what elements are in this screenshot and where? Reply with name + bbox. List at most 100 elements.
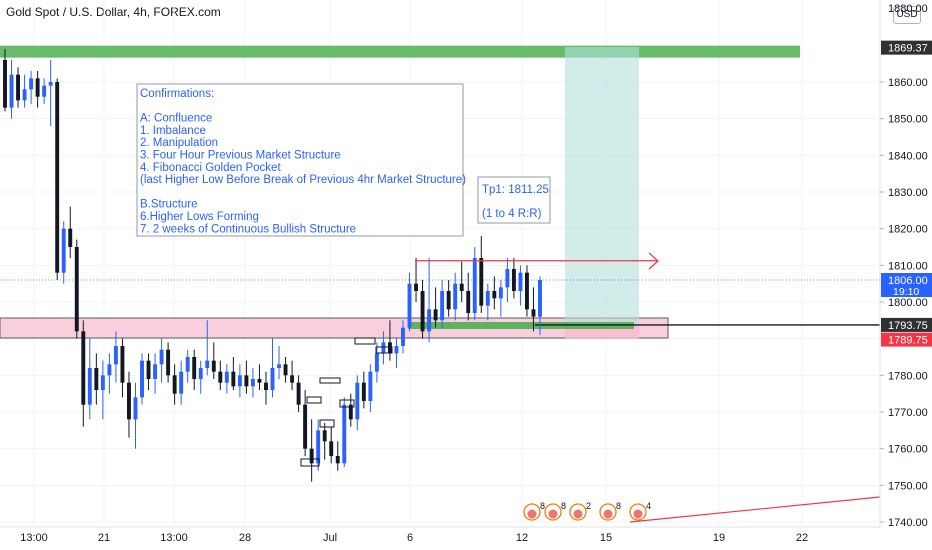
candle: [368, 371, 373, 401]
candle: [48, 82, 53, 86]
order-block-box: [339, 399, 355, 408]
x-tick-label: Jul: [323, 532, 337, 544]
price-tag-text: 1869.37: [888, 43, 928, 55]
candle: [205, 360, 210, 368]
annotation-box: [136, 83, 464, 237]
candle: [453, 283, 458, 310]
candle: [244, 375, 249, 387]
price-tag: [881, 40, 932, 55]
y-tick-label: 1780.00: [888, 370, 928, 382]
candle: [68, 228, 73, 247]
flag-icon: [573, 509, 583, 519]
y-tick-label: 1830.00: [888, 187, 928, 199]
price-tag: [881, 273, 932, 297]
order-block-box: [306, 396, 322, 404]
price-tag-text: 1806.00: [888, 275, 928, 287]
candle: [270, 368, 275, 390]
x-tick-label: 12: [516, 532, 528, 544]
economic-event-count: 2: [586, 501, 591, 511]
candle: [355, 382, 360, 420]
candle: [283, 364, 288, 376]
candle: [231, 371, 236, 387]
candle: [335, 456, 340, 464]
candle: [290, 375, 295, 383]
candle: [511, 269, 516, 291]
candle: [35, 78, 40, 97]
candle: [250, 379, 255, 387]
candle: [94, 368, 99, 390]
candle: [159, 349, 164, 365]
target-box: [477, 176, 551, 224]
order-block-box: [375, 346, 393, 354]
candle: [387, 342, 392, 354]
annotation-line: 3. Four Hour Previous Market Structure: [140, 150, 341, 162]
annotation-line: 2. Manipulation: [140, 137, 218, 149]
candle: [381, 342, 386, 354]
price-tag: [881, 332, 932, 347]
candle: [3, 60, 7, 108]
y-tick-label: 1750.00: [888, 480, 928, 492]
candle: [257, 379, 262, 383]
supply-zone: [0, 45, 800, 58]
candle: [166, 349, 171, 376]
flag-icon: [603, 509, 613, 519]
candle: [146, 360, 151, 379]
candle: [361, 382, 366, 401]
annotation-line: B.Structure: [140, 199, 198, 211]
candle: [342, 404, 347, 464]
candle: [237, 375, 242, 387]
candle: [466, 291, 471, 313]
flag-icon: [527, 509, 537, 519]
candle: [394, 346, 399, 354]
annotation-line: 7. 2 weeks of Continuous Bullish Structu…: [140, 223, 356, 235]
candle: [153, 364, 158, 379]
candle: [22, 89, 27, 101]
candle: [296, 382, 301, 405]
annotation-line: 1. Imbalance: [140, 125, 206, 137]
candle: [498, 287, 503, 299]
candle: [309, 448, 314, 464]
candle: [107, 364, 112, 376]
entry-zone: [408, 322, 634, 329]
candle: [316, 430, 321, 464]
target-label: Tp1: 1811.25: [482, 184, 549, 196]
candle: [9, 74, 14, 108]
flag-icon: [633, 509, 643, 519]
candle: [485, 291, 490, 306]
candle: [113, 346, 118, 365]
candle: [185, 357, 190, 372]
candle: [518, 272, 523, 291]
candle-series: [3, 49, 542, 482]
y-tick-label: 1800.00: [888, 297, 928, 309]
candle: [538, 280, 542, 317]
x-tick-label: 28: [239, 532, 251, 544]
annotation-line: A: Confluence: [140, 113, 212, 125]
x-tick-label: 22: [796, 532, 808, 544]
candle: [42, 85, 47, 97]
candle: [16, 74, 21, 101]
target-rr: (1 to 4 R:R): [482, 208, 542, 220]
economic-event-count: 8: [561, 501, 566, 511]
order-block-box: [300, 458, 320, 467]
symbol-title[interactable]: Gold Spot / U.S. Dollar, 4h, FOREX.com: [6, 5, 221, 19]
tp-arrow-head: [648, 252, 659, 270]
price-tag-countdown: 19:10: [893, 286, 919, 298]
price-tag-text: 1793.75: [888, 320, 928, 332]
y-tick-label: 1840.00: [888, 150, 928, 162]
annotation-line: Confirmations:: [140, 88, 214, 100]
candle: [329, 441, 334, 456]
candle: [74, 247, 79, 332]
currency-badge[interactable]: USD: [893, 6, 921, 24]
candle: [427, 309, 432, 332]
flag-icon: [548, 509, 558, 519]
chart-grid: [0, 0, 880, 527]
candle: [218, 371, 223, 383]
annotation-line: (last Higher Low Before Break of Previou…: [140, 174, 466, 186]
order-block-box: [354, 337, 376, 345]
chart-zones: [0, 45, 880, 339]
economic-event-count: 8: [616, 501, 621, 511]
candle: [127, 382, 131, 420]
candle: [224, 371, 229, 383]
